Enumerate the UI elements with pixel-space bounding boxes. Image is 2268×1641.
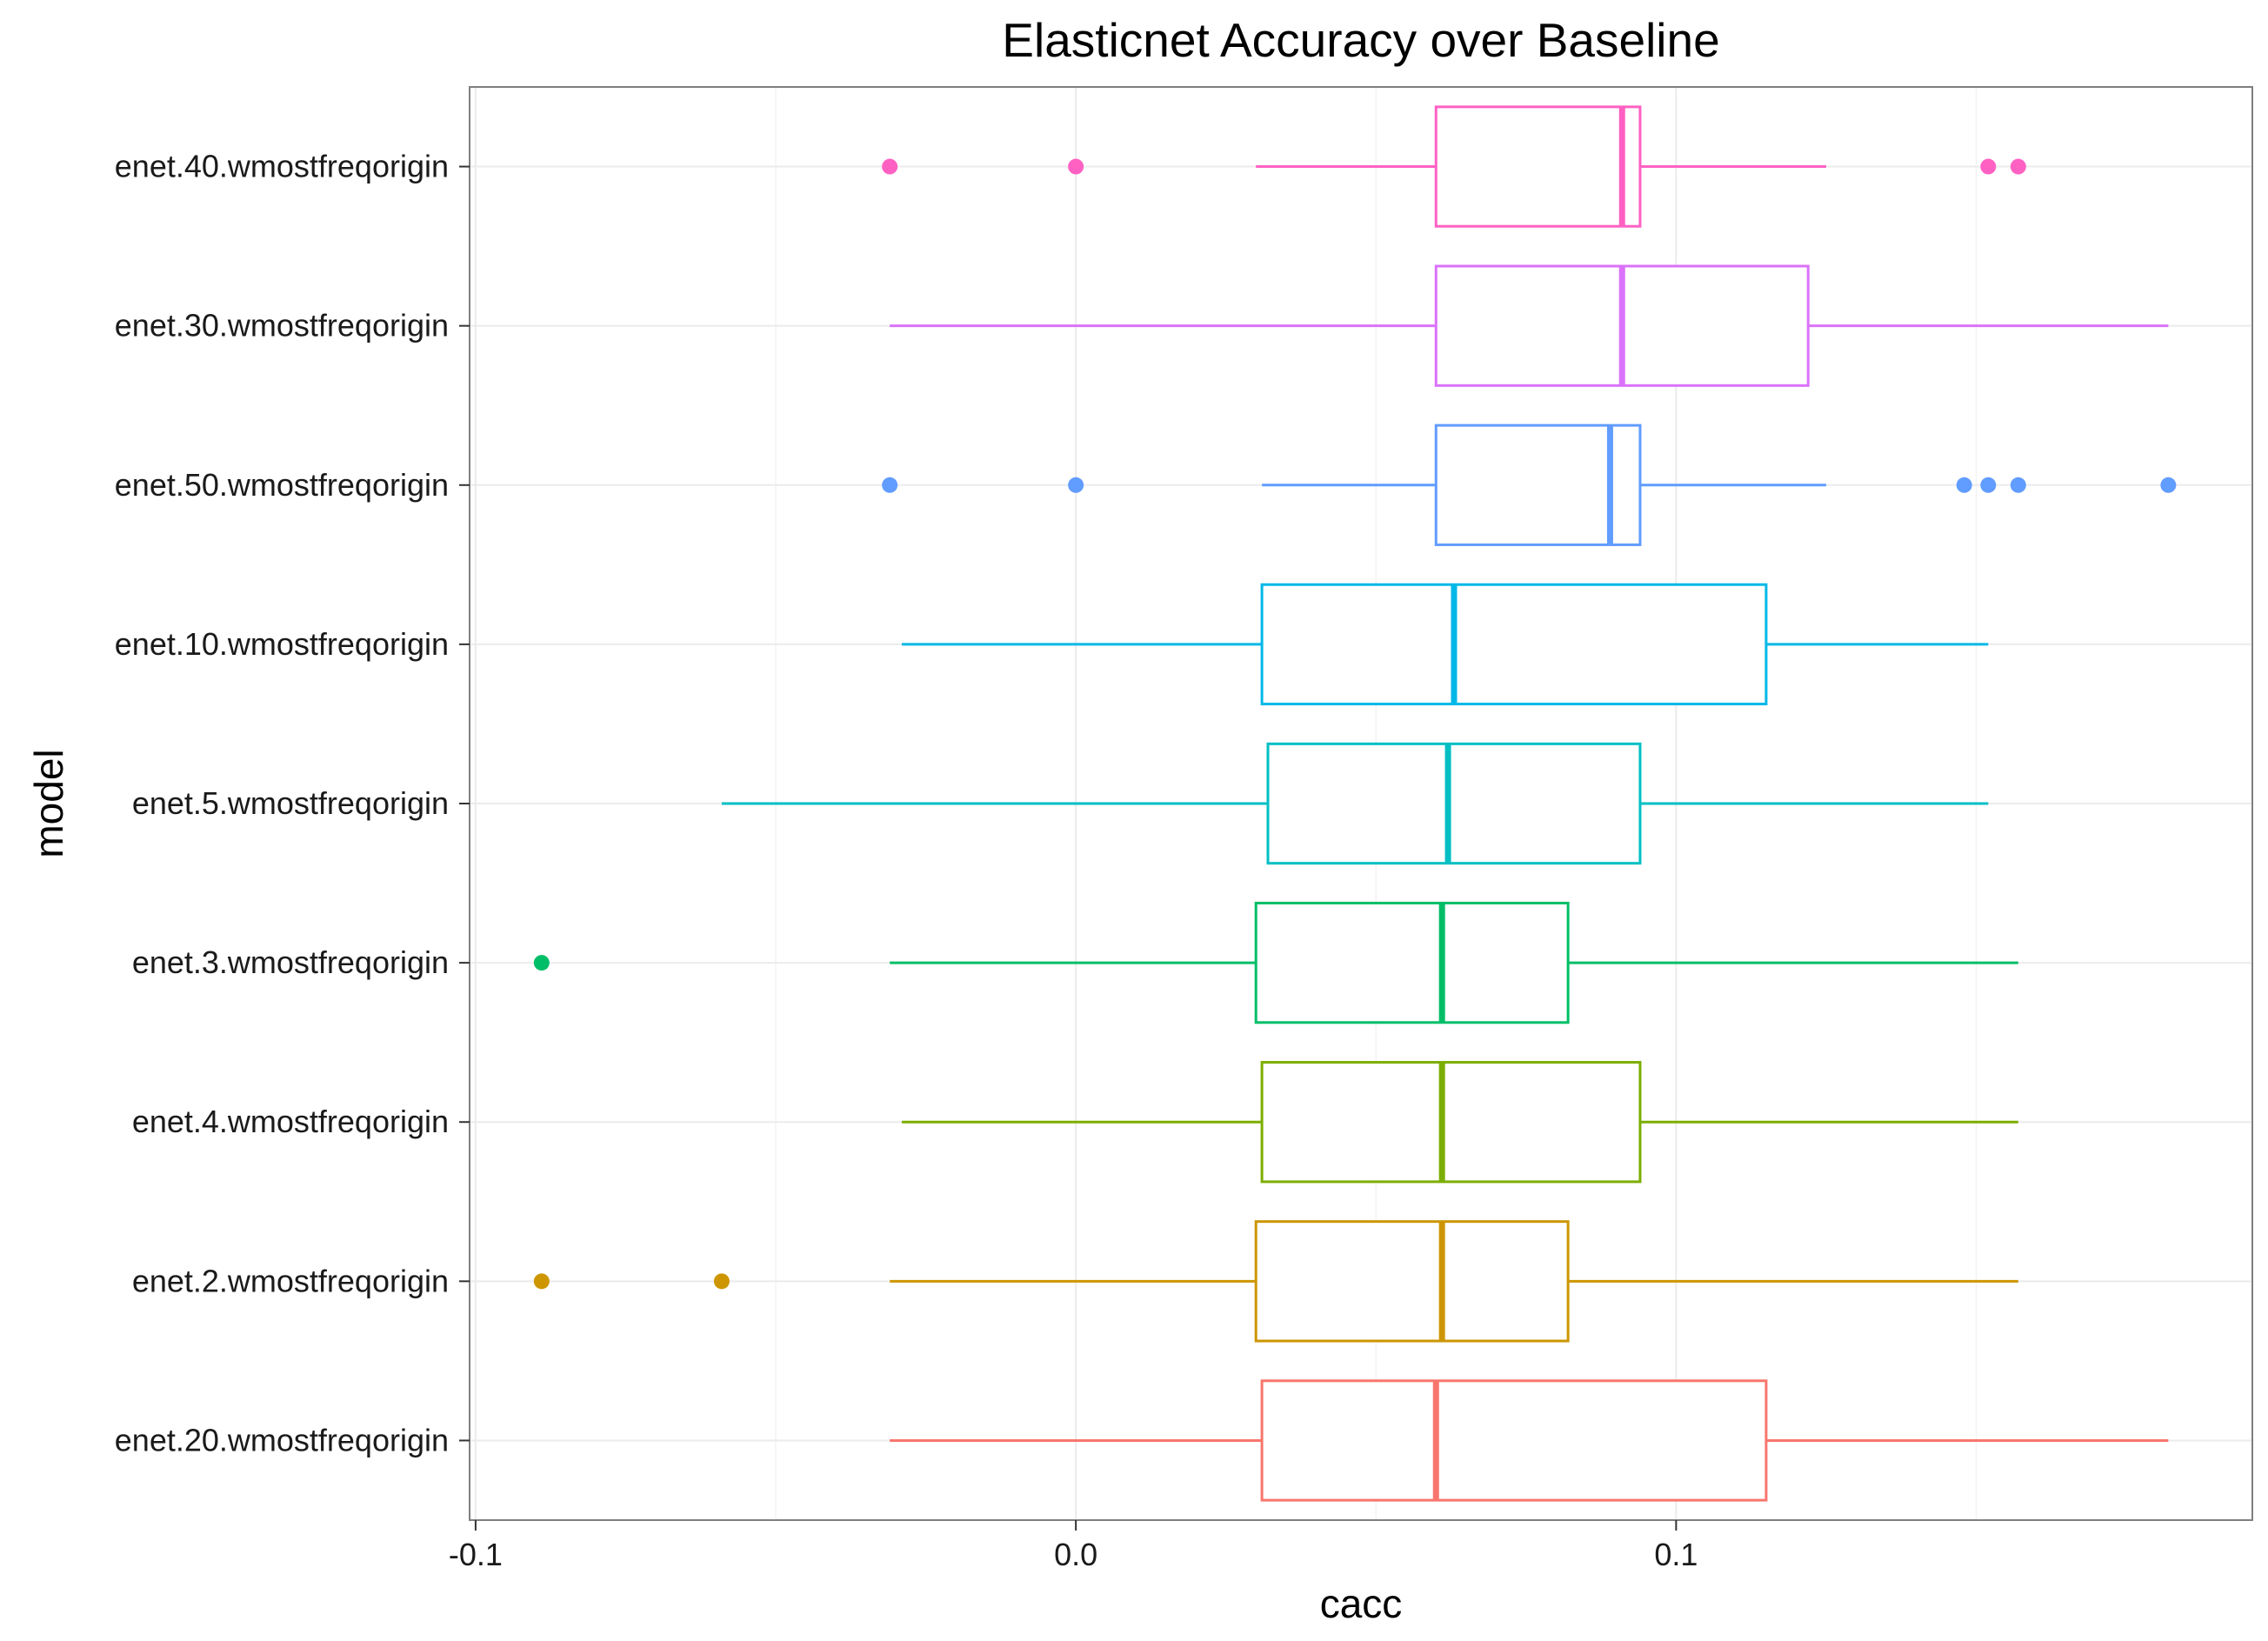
outlier-point [1980, 477, 1997, 493]
outlier-point [2160, 477, 2177, 493]
box-group [882, 105, 2026, 228]
box-group [882, 424, 2177, 546]
outlier-point [2010, 477, 2026, 493]
box-iqr [1254, 901, 1570, 1024]
outlier-point [533, 955, 550, 971]
box-iqr [1434, 424, 1642, 546]
x-axis-title: cacc [1320, 1581, 1403, 1626]
box-group [890, 1379, 2169, 1502]
outlier-point [882, 158, 898, 175]
outlier-point [713, 1273, 730, 1290]
outlier-point [1068, 477, 1084, 493]
x-tick-label: 0.1 [1654, 1537, 1698, 1572]
box-iqr [1434, 105, 1642, 228]
y-axis-title: model [26, 749, 71, 857]
box-group [533, 1220, 2018, 1343]
x-tick-label: 0.0 [1054, 1537, 1097, 1572]
box-iqr [1254, 1220, 1570, 1343]
y-tick-label: enet.2.wmostfreqorigin [132, 1263, 449, 1298]
outlier-point [533, 1273, 550, 1290]
x-axis: -0.1 0.0 0.1 [449, 1520, 1698, 1572]
y-tick-label: enet.30.wmostfreqorigin [115, 308, 449, 344]
y-tick-label: enet.4.wmostfreqorigin [132, 1104, 449, 1139]
box-group [721, 742, 1989, 865]
y-tick-label: enet.3.wmostfreqorigin [132, 944, 449, 980]
y-tick-label: enet.50.wmostfreqorigin [115, 467, 449, 503]
y-tick-label: enet.40.wmostfreqorigin [115, 149, 449, 184]
chart-title: Elasticnet Accuracy over Baseline [1002, 13, 1719, 67]
outlier-point [1068, 158, 1084, 175]
y-axis: enet.20.wmostfreqorigin enet.2.wmostfreqo… [115, 149, 470, 1458]
box-group [890, 264, 2169, 387]
box-series [533, 105, 2177, 1502]
box-group [901, 1061, 2018, 1184]
box-iqr [1260, 583, 1768, 706]
box-group [533, 901, 2018, 1024]
y-tick-label: enet.20.wmostfreqorigin [115, 1422, 449, 1458]
y-tick-label: enet.10.wmostfreqorigin [115, 626, 449, 662]
outlier-point [2010, 158, 2026, 175]
box-group [901, 583, 1989, 706]
y-tick-label: enet.5.wmostfreqorigin [132, 785, 449, 821]
box-iqr [1260, 1061, 1642, 1184]
box-iqr [1260, 1379, 1768, 1502]
x-tick-label: -0.1 [449, 1537, 503, 1572]
outlier-point [1980, 158, 1997, 175]
outlier-point [882, 477, 898, 493]
box-iqr [1266, 742, 1642, 865]
outlier-point [1956, 477, 1972, 493]
